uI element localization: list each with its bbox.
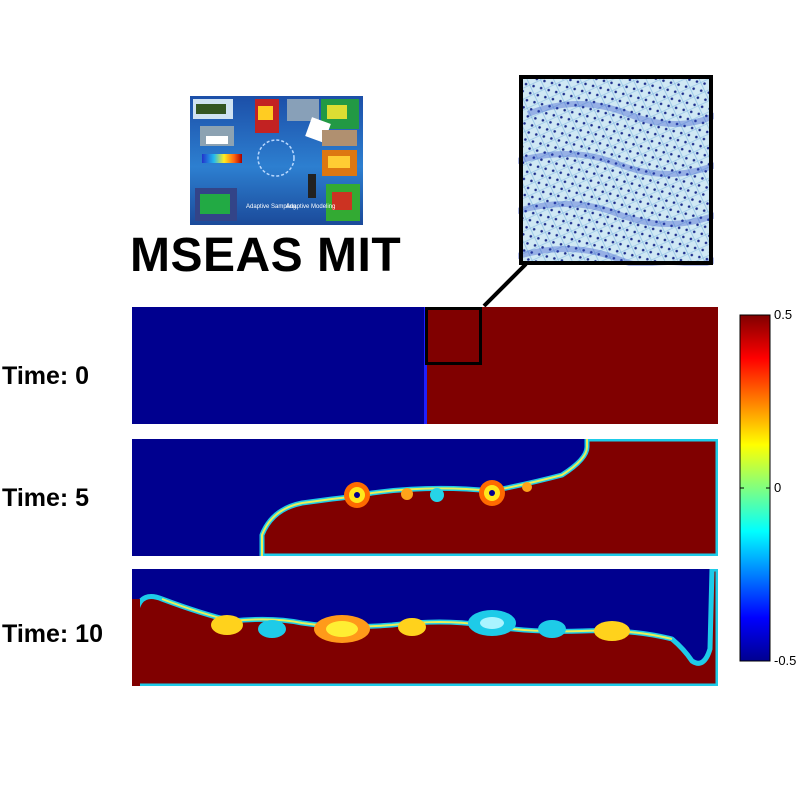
- colorbar-tick-0: 0.5: [774, 307, 793, 322]
- panel5-vortices: [344, 480, 532, 508]
- brand-title: MSEAS MIT: [130, 229, 402, 282]
- colorbar-tick-1: 0: [774, 480, 782, 495]
- panel0-light-fluid: [132, 307, 425, 424]
- field-panel-time-10: [132, 569, 718, 686]
- time-label-10: Time: 10: [2, 620, 103, 648]
- time-label-0: Time: 0: [2, 362, 90, 390]
- colorbar-tick-2: -0.5: [774, 653, 797, 668]
- mesh-zoom-inset: [518, 75, 714, 266]
- panel0-interface: [424, 307, 427, 424]
- colorbar: [739, 314, 771, 662]
- panel10-eddies: [211, 610, 630, 643]
- poster-caption-modeling: Adaptive Modeling: [286, 204, 335, 210]
- field-panel-time-5: [132, 439, 718, 556]
- project-poster-image: Adaptive Sampling Adaptive Modeling: [190, 96, 363, 225]
- poster-caption-sampling: Adaptive Sampling: [246, 204, 296, 210]
- panel5-interface: [261, 439, 588, 556]
- zoom-box: [425, 307, 482, 365]
- time-label-5: Time: 5: [2, 484, 90, 512]
